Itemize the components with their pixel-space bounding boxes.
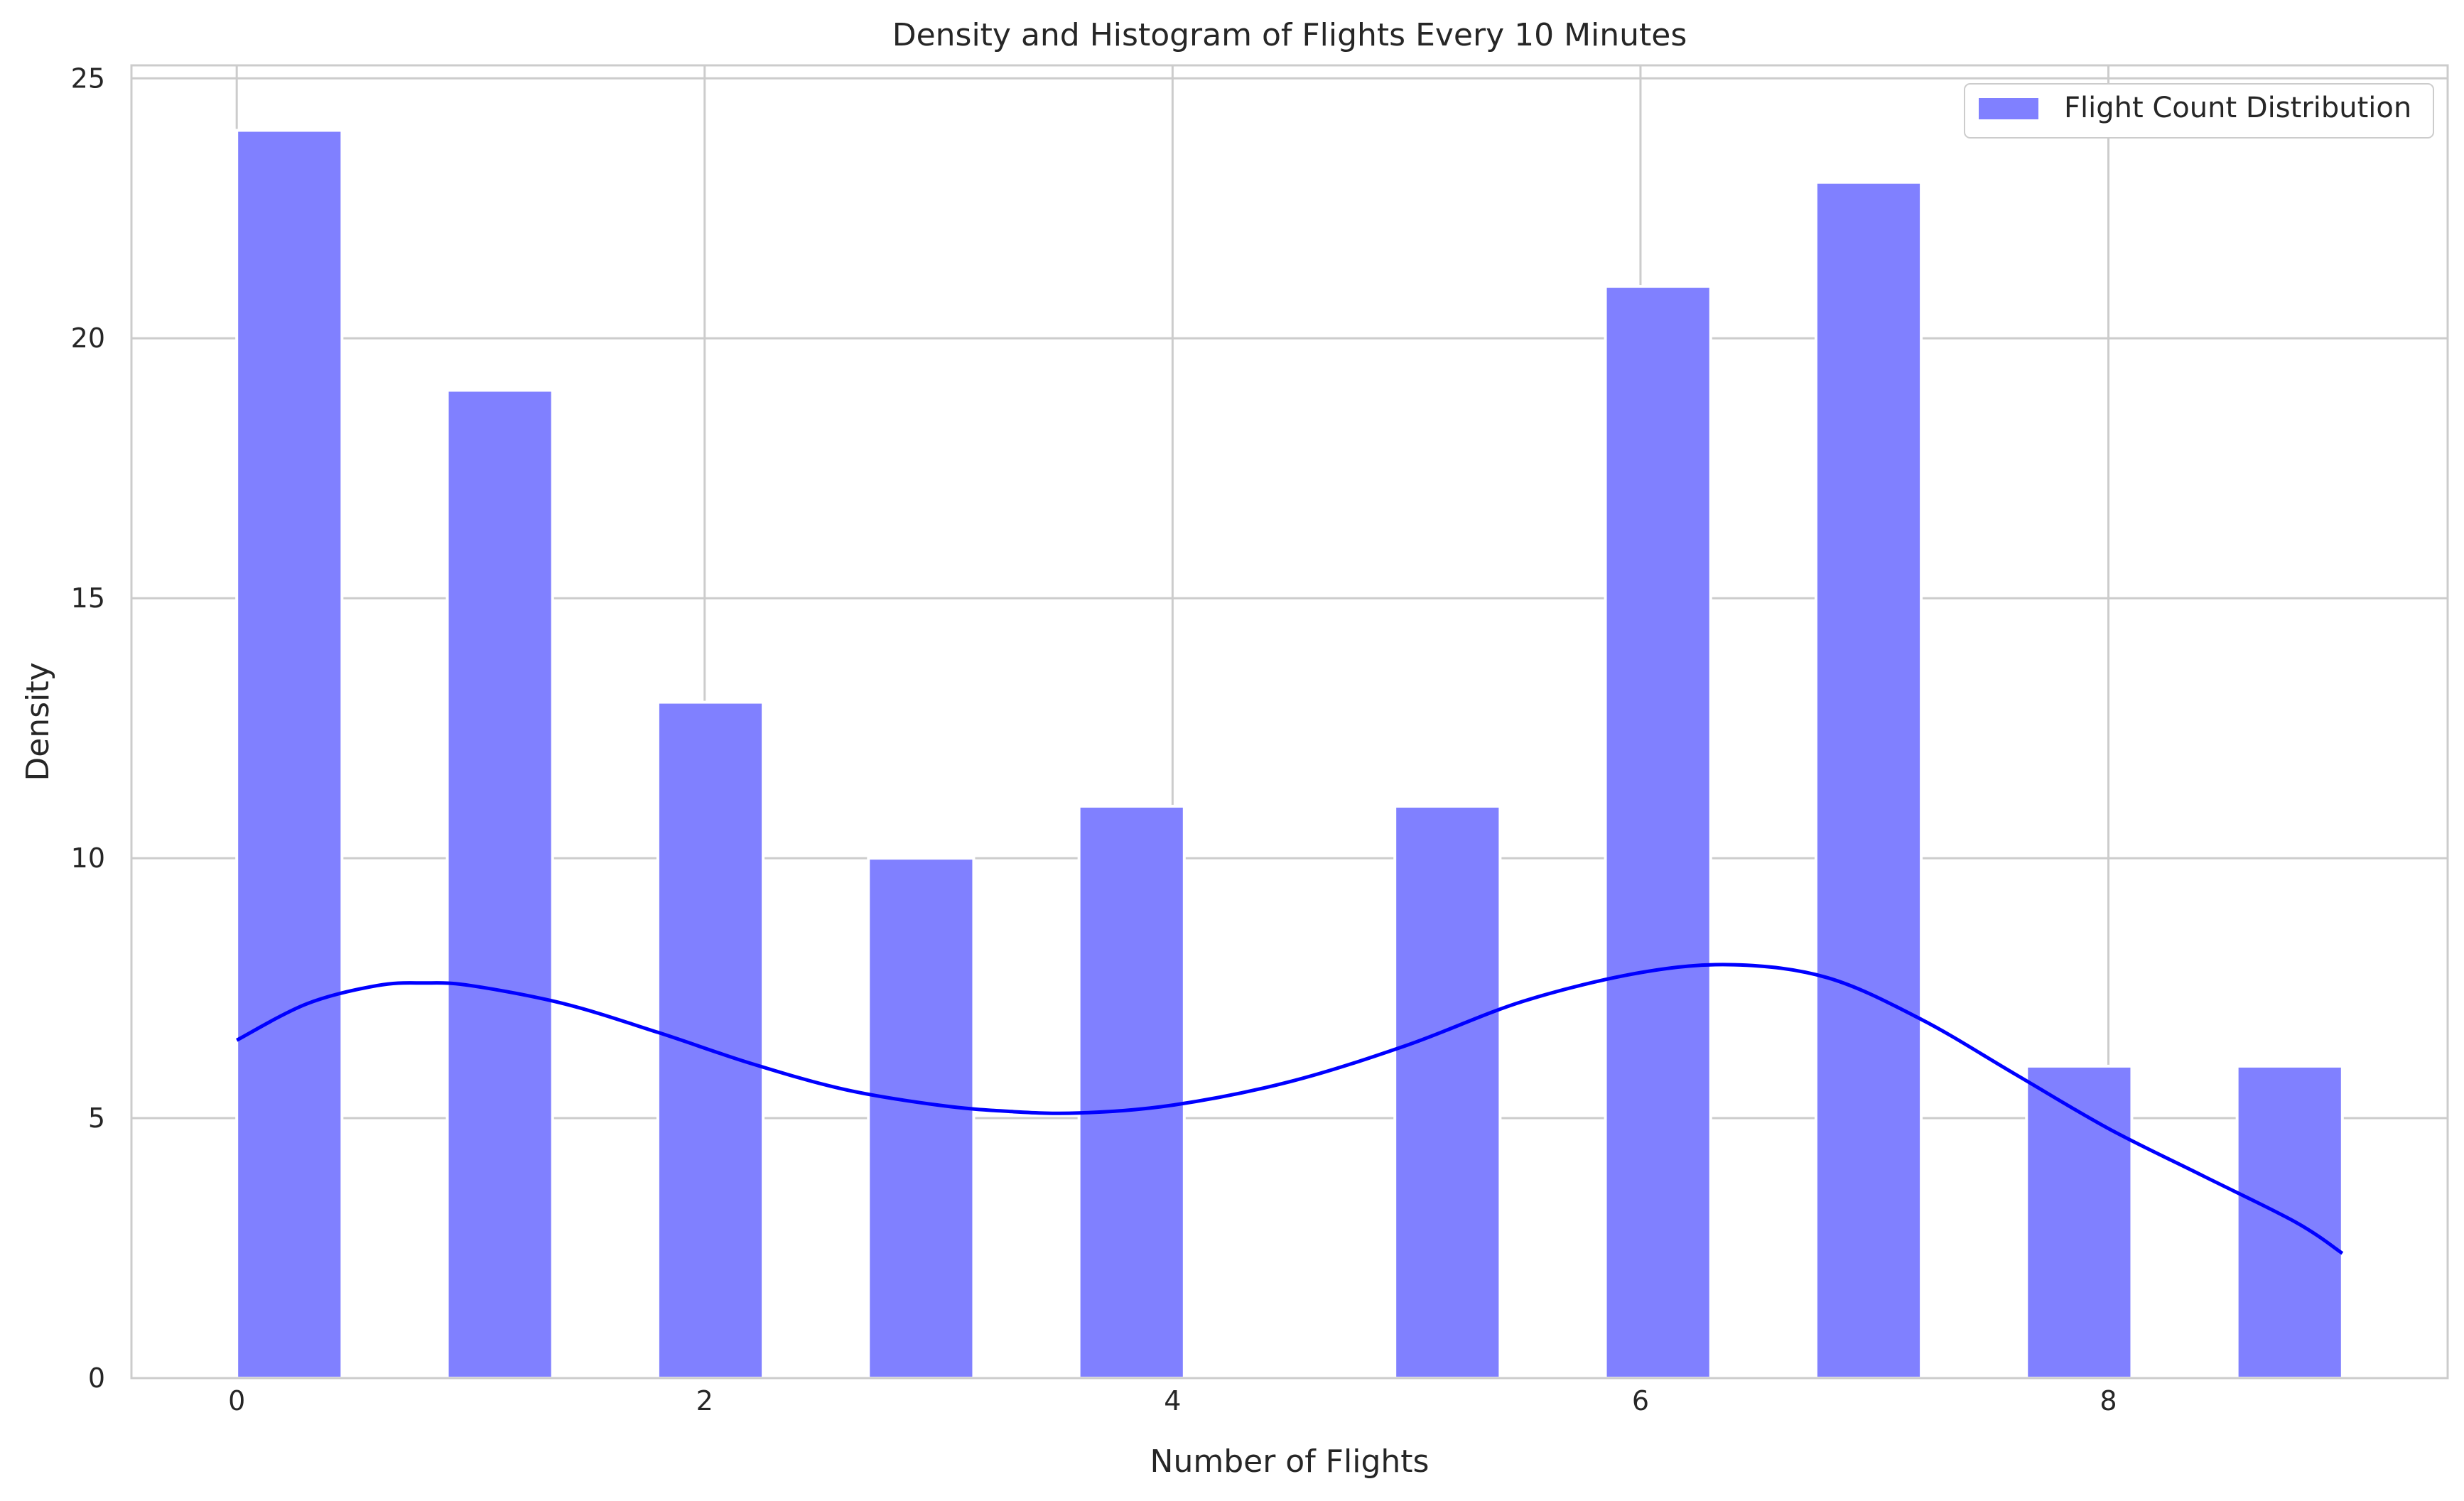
histogram-bars — [235, 129, 2344, 1380]
histogram-bar — [1814, 180, 1923, 1380]
legend-box — [1964, 83, 2434, 139]
histogram-bar — [2235, 1064, 2344, 1380]
y-axis-label: Density — [20, 662, 56, 781]
chart-title: Density and Histogram of Flights Every 1… — [892, 17, 1687, 53]
legend-swatch — [1979, 98, 2038, 119]
density-curve — [236, 963, 2344, 1255]
x-axis-ticks: 0 2 4 6 8 — [228, 1385, 2117, 1416]
x-tick-label: 2 — [696, 1385, 713, 1416]
y-tick-label: 15 — [71, 582, 105, 614]
histogram-bar — [867, 857, 976, 1380]
y-axis-ticks: 0 5 10 15 20 25 — [71, 63, 105, 1394]
histogram-bar — [445, 389, 554, 1380]
x-axis-label: Number of Flights — [1150, 1443, 1430, 1480]
histogram-bar — [235, 129, 344, 1380]
histogram-bar — [1077, 804, 1186, 1380]
x-tick-label: 4 — [1164, 1385, 1181, 1416]
histogram-bar — [656, 700, 765, 1380]
y-tick-label: 20 — [71, 323, 105, 354]
y-tick-label: 0 — [88, 1362, 105, 1394]
legend-label: Flight Count Distribution — [2064, 92, 2411, 124]
density-line — [236, 963, 2344, 1255]
plot-frame — [130, 64, 2449, 1380]
histogram-bar — [1604, 285, 1712, 1380]
x-tick-label: 8 — [2100, 1385, 2117, 1416]
legend: Flight Count Distribution — [1964, 83, 2434, 139]
y-tick-label: 10 — [71, 842, 105, 874]
x-tick-label: 6 — [1632, 1385, 1649, 1416]
histogram-bar — [1393, 804, 1502, 1380]
x-tick-label: 0 — [228, 1385, 245, 1416]
histogram-bar — [2025, 1064, 2134, 1380]
y-tick-label: 25 — [71, 63, 105, 94]
y-tick-label: 5 — [88, 1102, 105, 1134]
